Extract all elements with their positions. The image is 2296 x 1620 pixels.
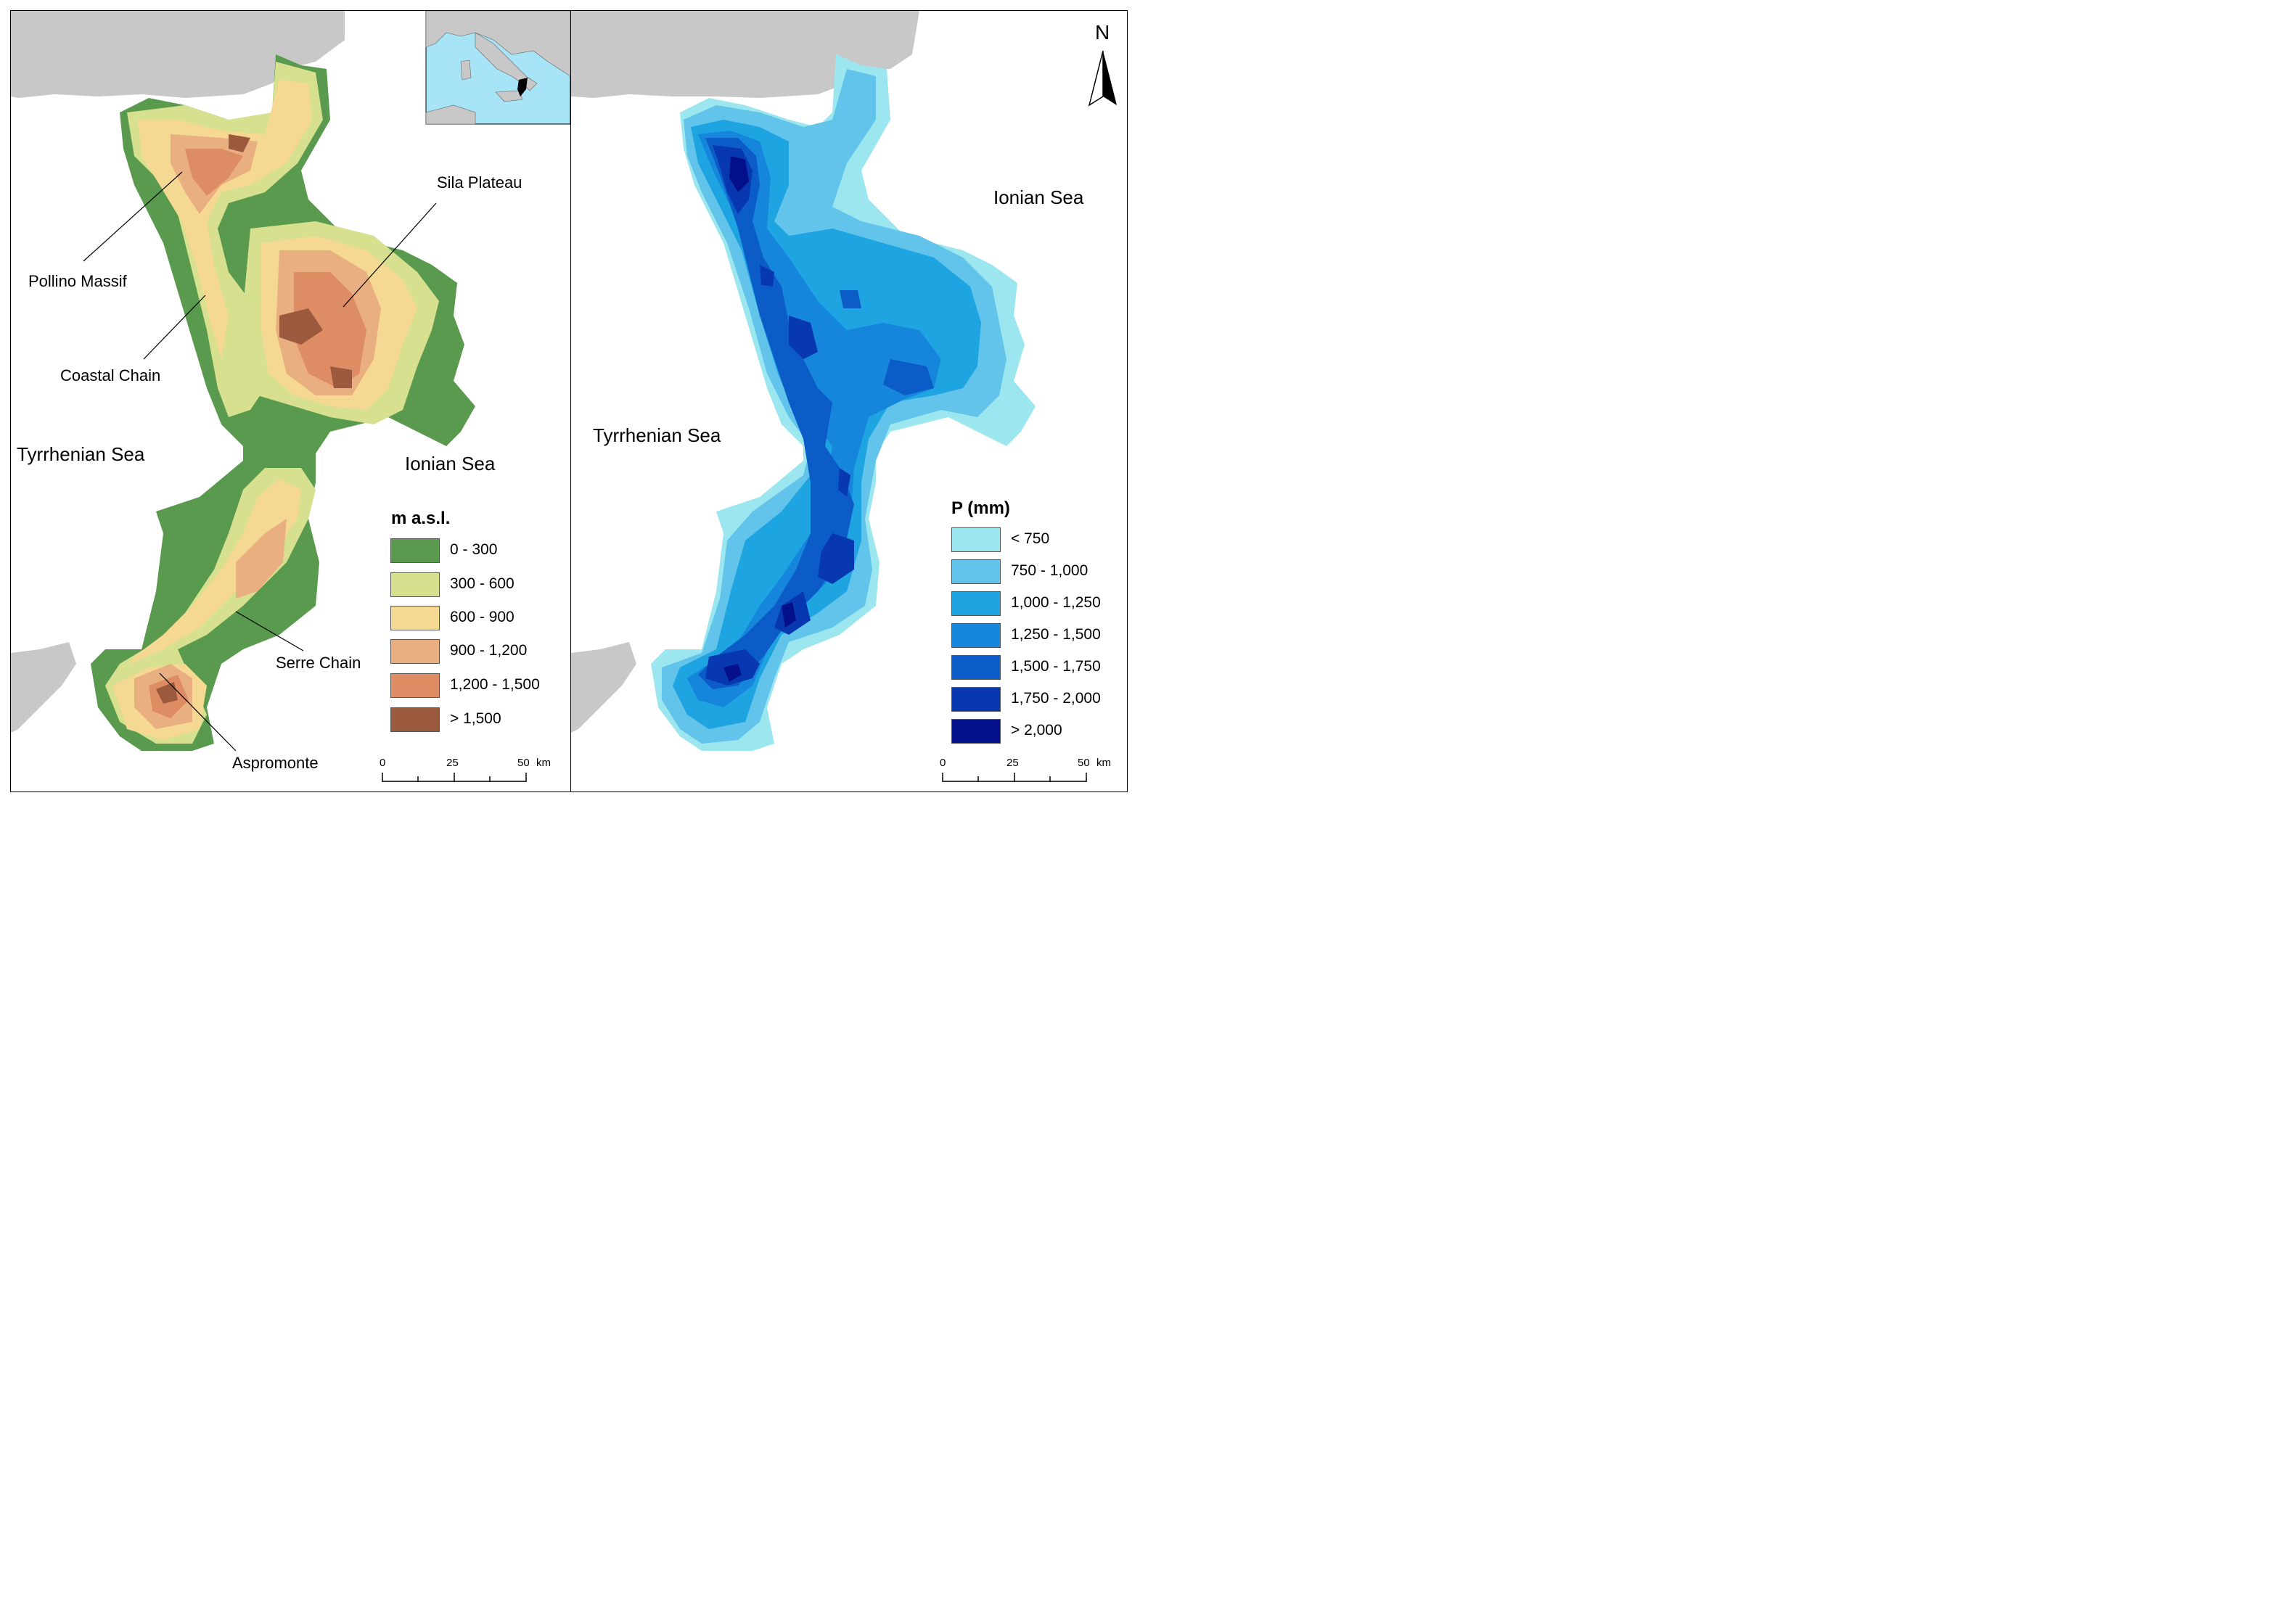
scale-tick-25: 25 bbox=[1006, 757, 1019, 769]
label-tyrrhenian-sea: Tyrrhenian Sea bbox=[593, 424, 721, 446]
label-pollino-massif: Pollino Massif bbox=[28, 272, 127, 290]
legend-swatch bbox=[390, 606, 440, 630]
legend-swatch bbox=[951, 719, 1001, 744]
scale-tick-0: 0 bbox=[380, 757, 386, 769]
label-aspromonte: Aspromonte bbox=[232, 754, 319, 772]
legend-label: 1,750 - 2,000 bbox=[1011, 690, 1101, 707]
label-sila-plateau: Sila Plateau bbox=[437, 173, 522, 192]
legend-label: 1,500 - 1,750 bbox=[1011, 658, 1101, 675]
leader-serre bbox=[235, 611, 304, 651]
legend-swatch bbox=[390, 673, 440, 698]
leader-coastal bbox=[143, 295, 206, 360]
legend-label: < 750 bbox=[1011, 530, 1050, 547]
legend-swatch bbox=[951, 559, 1001, 584]
legend-swatch bbox=[390, 538, 440, 563]
legend-title: P (mm) bbox=[951, 498, 1010, 518]
scale-tick-25: 25 bbox=[446, 757, 459, 769]
legend-label: 1,200 - 1,500 bbox=[450, 676, 540, 693]
precipitation-map-panel: N Tyrrhenian Sea Ionian Sea P (mm) < 750… bbox=[570, 11, 1127, 792]
leader-pollino bbox=[83, 171, 183, 262]
legend-swatch bbox=[390, 707, 440, 732]
north-arrow-label: N bbox=[1095, 21, 1110, 44]
label-tyrrhenian-sea: Tyrrhenian Sea bbox=[17, 443, 145, 465]
leader-sila bbox=[343, 202, 437, 308]
legend-swatch bbox=[951, 623, 1001, 648]
legend-label: 900 - 1,200 bbox=[450, 642, 528, 659]
legend-swatch bbox=[951, 527, 1001, 552]
label-serre-chain: Serre Chain bbox=[276, 654, 361, 672]
legend-label: 0 - 300 bbox=[450, 541, 498, 558]
north-arrow-icon bbox=[1088, 50, 1117, 107]
scale-unit: km bbox=[1096, 757, 1111, 769]
neighbor-land-north bbox=[571, 11, 919, 98]
legend-swatch bbox=[390, 639, 440, 664]
scale-bar-left bbox=[382, 773, 527, 782]
leader-aspromonte bbox=[159, 673, 237, 752]
legend-label: 750 - 1,000 bbox=[1011, 562, 1088, 579]
legend-swatch bbox=[951, 687, 1001, 712]
legend-swatch bbox=[951, 591, 1001, 616]
legend-swatch bbox=[951, 655, 1001, 680]
scale-bar-right bbox=[942, 773, 1087, 782]
legend-title: m a.s.l. bbox=[391, 509, 451, 528]
elevation-map-svg bbox=[11, 11, 570, 782]
legend-label: > 2,000 bbox=[1011, 722, 1062, 739]
precip-1500-1750 bbox=[698, 138, 934, 689]
scale-tick-50: 50 bbox=[517, 757, 530, 769]
neighbor-land-north bbox=[11, 11, 345, 98]
neighbor-land-southwest bbox=[11, 642, 76, 733]
legend-label: 1,000 - 1,250 bbox=[1011, 594, 1101, 611]
inset-locator-map bbox=[425, 11, 570, 125]
legend-label: 600 - 900 bbox=[450, 609, 514, 625]
scale-tick-50: 50 bbox=[1078, 757, 1090, 769]
legend-swatch bbox=[390, 572, 440, 597]
legend-label: 1,250 - 1,500 bbox=[1011, 626, 1101, 643]
figure-frame: Pollino Massif Coastal Chain Sila Platea… bbox=[10, 10, 1128, 792]
elevation-map-panel: Pollino Massif Coastal Chain Sila Platea… bbox=[11, 11, 570, 792]
legend-label: 300 - 600 bbox=[450, 575, 514, 592]
scale-tick-0: 0 bbox=[940, 757, 946, 769]
neighbor-land-southwest bbox=[571, 642, 636, 733]
legend-label: > 1,500 bbox=[450, 710, 501, 727]
precipitation-map-svg bbox=[571, 11, 1117, 782]
label-ionian-sea: Ionian Sea bbox=[993, 186, 1084, 208]
label-ionian-sea: Ionian Sea bbox=[405, 453, 496, 474]
label-coastal-chain: Coastal Chain bbox=[60, 366, 161, 385]
scale-unit: km bbox=[536, 757, 551, 769]
elev-1200-1500 bbox=[149, 149, 366, 718]
